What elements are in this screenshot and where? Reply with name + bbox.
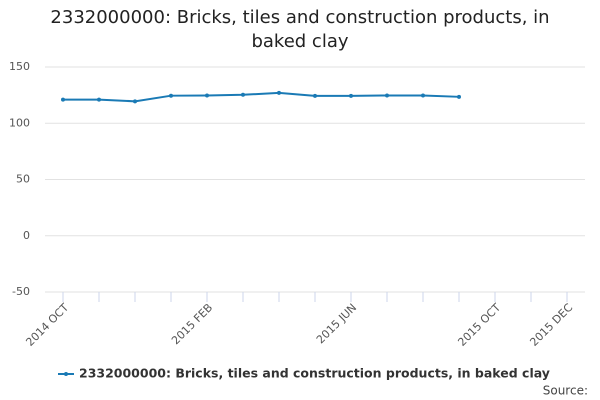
data-point [421,93,425,98]
data-point [349,93,353,98]
data-point [97,97,101,102]
data-point [169,93,173,98]
data-point [385,93,389,98]
x-tick-label: 2015 DEC [527,301,575,349]
data-point [457,94,461,99]
x-tick-label: 2015 OCT [455,301,503,349]
legend-label: 2332000000: Bricks, tiles and constructi… [79,366,550,381]
source: Source: [543,384,588,398]
series-line [63,91,460,103]
data-point [313,93,317,98]
x-tick-label: 2015 JUN [314,301,359,346]
x-tick-label: 2015 FEB [169,301,215,347]
y-tick-label: 0 [23,229,30,242]
y-tick-label: -50 [12,285,30,298]
y-tick-label: 100 [9,116,30,129]
y-tick-label: 50 [16,173,30,186]
x-tick-label: 2014 OCT [23,301,71,349]
legend-marker [64,372,68,376]
data-point [61,97,65,102]
data-point [133,99,137,104]
chart-title: 2332000000: Bricks, tiles and constructi… [50,7,550,52]
data-point [241,92,245,97]
data-point [205,93,209,98]
data-point [277,90,281,95]
y-tick-label: 150 [9,60,30,73]
